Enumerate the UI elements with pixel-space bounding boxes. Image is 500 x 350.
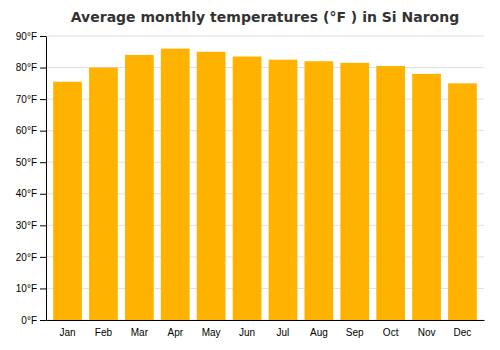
tick-mark <box>40 288 46 289</box>
tick: 30°F <box>16 220 46 231</box>
tick-label: Jun <box>239 327 255 338</box>
tick: Sep <box>346 327 364 338</box>
tick: Oct <box>383 327 399 338</box>
grid-line <box>46 36 484 37</box>
axis-line <box>47 320 485 321</box>
tick: 60°F <box>16 125 46 136</box>
tick-label: 20°F <box>16 252 37 263</box>
x-axis: Jan Feb Mar Apr May Jun Jul Aug Sep Oct Nov Dec <box>47 321 485 339</box>
tick-label: 60°F <box>16 125 37 136</box>
tick-mark <box>40 131 46 132</box>
bar <box>125 55 154 320</box>
chart: Jan Feb Mar Apr May Jun Jul Aug Sep Oct Nov Dec 0°F 1… <box>0 0 500 350</box>
tick: 70°F <box>16 94 46 105</box>
tick-label: Dec <box>454 327 472 338</box>
tick: Aug <box>310 327 328 338</box>
tick-mark <box>40 257 46 258</box>
tick-label: Sep <box>346 327 364 338</box>
tick: Feb <box>95 327 113 338</box>
tick: Dec <box>454 327 472 338</box>
tick-label: Nov <box>418 327 436 338</box>
grid <box>46 36 484 320</box>
tick-mark <box>40 320 46 321</box>
bar <box>304 61 333 320</box>
tick-mark <box>40 162 46 163</box>
tick-mark <box>40 194 46 195</box>
tick-label: 30°F <box>16 220 37 231</box>
tick-label: Jul <box>277 327 290 338</box>
tick: 90°F <box>16 31 46 42</box>
bar <box>412 74 441 320</box>
tick-mark <box>40 36 46 37</box>
bar <box>89 68 118 320</box>
tick-label: 50°F <box>16 157 37 168</box>
tick-label: Aug <box>310 327 328 338</box>
tick: Jul <box>277 327 290 338</box>
tick: 40°F <box>16 188 46 199</box>
bar <box>233 57 262 320</box>
plot: Jan Feb Mar Apr May Jun Jul Aug Sep Oct Nov Dec 0°F 1… <box>16 31 485 338</box>
tick-label: Mar <box>131 327 149 338</box>
tick-label: 90°F <box>16 31 37 42</box>
y-axis: 0°F 10°F 20°F 30°F 40°F 50°F 60°F 70°F 80°F 90°F <box>16 31 47 326</box>
bar <box>53 82 82 320</box>
tick-mark <box>40 99 46 100</box>
tick-label: Feb <box>95 327 113 338</box>
tick-label: Apr <box>167 327 183 338</box>
tick: Jun <box>239 327 255 338</box>
tick: 10°F <box>16 283 46 294</box>
bar <box>269 60 298 320</box>
bar <box>448 83 477 320</box>
bar <box>197 52 226 320</box>
bars <box>53 49 477 320</box>
tick: 20°F <box>16 252 46 263</box>
tick: Jan <box>59 327 75 338</box>
tick-mark <box>40 225 46 226</box>
title: Average monthly temperatures (°F ) in Si… <box>71 9 459 25</box>
tick-mark <box>40 68 46 69</box>
tick: Mar <box>131 327 149 338</box>
tick: 50°F <box>16 157 46 168</box>
tick-label: 40°F <box>16 188 37 199</box>
tick: May <box>202 327 221 338</box>
tick-label: 0°F <box>21 315 37 326</box>
tick-label: 10°F <box>16 283 37 294</box>
tick-label: 70°F <box>16 94 37 105</box>
tick: 0°F <box>21 315 46 326</box>
tick: Nov <box>418 327 436 338</box>
axis-line <box>46 37 47 321</box>
tick-label: 80°F <box>16 62 37 73</box>
bar <box>376 66 405 320</box>
tick-label: Oct <box>383 327 399 338</box>
tick-label: Jan <box>59 327 75 338</box>
bar <box>340 63 369 320</box>
tick: Apr <box>167 327 183 338</box>
tick: 80°F <box>16 62 46 73</box>
tick-label: May <box>202 327 221 338</box>
bar <box>161 49 190 320</box>
